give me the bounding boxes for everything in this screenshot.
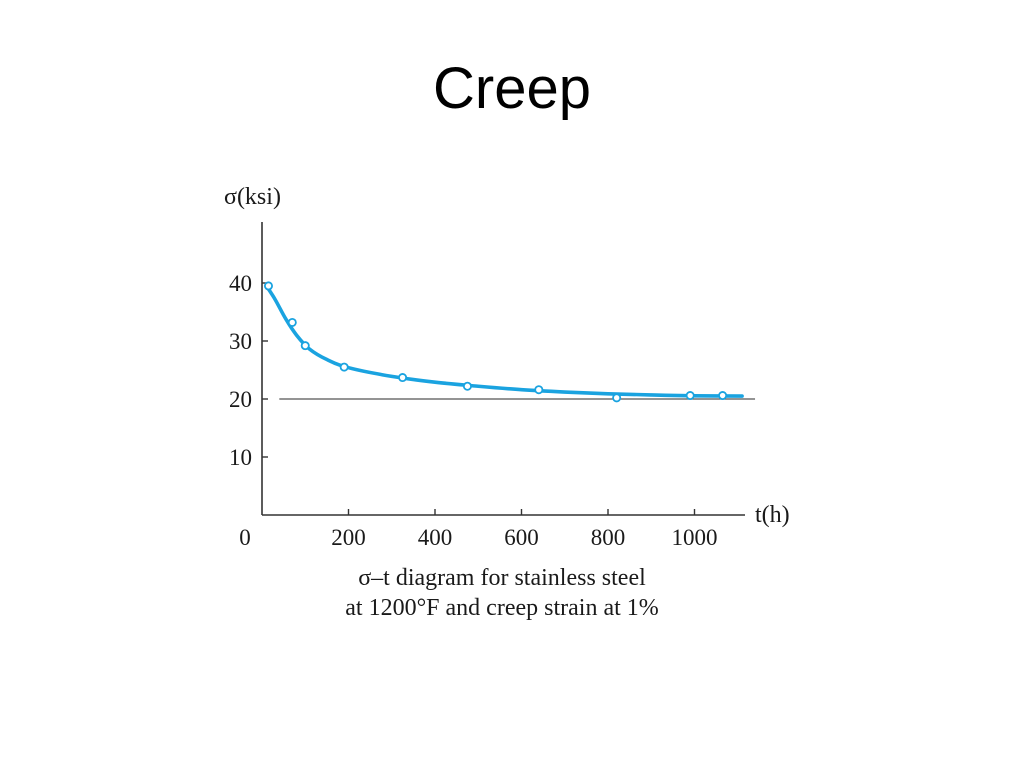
data-point bbox=[612, 393, 622, 403]
y-tick-label: 10 bbox=[229, 445, 252, 470]
x-tick-label: 400 bbox=[418, 525, 453, 550]
data-point bbox=[462, 381, 472, 391]
caption-line-1: σ–t diagram for stainless steel bbox=[358, 565, 646, 591]
y-axis-label: σ(ksi) bbox=[224, 184, 281, 210]
chart-caption: σ–t diagram for stainless steel at 1200°… bbox=[262, 563, 742, 623]
data-point bbox=[339, 362, 349, 372]
data-point bbox=[718, 391, 728, 401]
data-point bbox=[685, 391, 695, 401]
chart-ticks: 0 200 400 600 800 1000 10 20 30 40 bbox=[229, 271, 718, 550]
caption-line-2: at 1200°F and creep strain at 1% bbox=[345, 595, 659, 621]
chart-axes bbox=[261, 222, 756, 516]
x-tick-label: 800 bbox=[591, 525, 626, 550]
x-tick-label: 0 bbox=[239, 525, 251, 550]
slide-title: Creep bbox=[433, 56, 591, 121]
data-point bbox=[300, 341, 310, 351]
x-tick-label: 1000 bbox=[672, 525, 718, 550]
y-tick-label: 20 bbox=[229, 387, 252, 412]
x-tick-label: 600 bbox=[504, 525, 539, 550]
data-point bbox=[534, 385, 544, 395]
y-tick-label: 30 bbox=[229, 329, 252, 354]
data-point bbox=[263, 281, 273, 291]
chart-points-layer bbox=[263, 281, 728, 403]
data-point bbox=[398, 373, 408, 383]
x-axis-label: t(h) bbox=[755, 502, 790, 528]
x-tick-label: 200 bbox=[331, 525, 366, 550]
y-tick-label: 40 bbox=[229, 271, 252, 296]
chart-curve-layer bbox=[264, 284, 744, 398]
creep-curve bbox=[264, 284, 744, 398]
data-point bbox=[287, 317, 297, 327]
